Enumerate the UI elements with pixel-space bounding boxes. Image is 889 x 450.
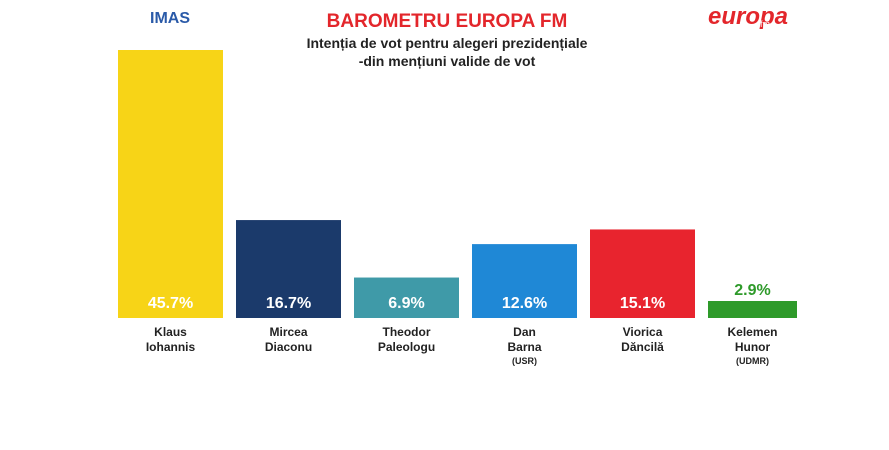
x-tick-label: Theodor bbox=[383, 325, 431, 339]
bar bbox=[118, 50, 223, 318]
x-tick-label: Klaus bbox=[154, 325, 187, 339]
x-tick-label: (UDMR) bbox=[736, 356, 769, 366]
x-tick-label: Diaconu bbox=[265, 340, 312, 354]
bar bbox=[236, 220, 341, 318]
bar bbox=[590, 229, 695, 318]
x-tick-label: Dan bbox=[513, 325, 536, 339]
x-tick-label: Viorica bbox=[623, 325, 663, 339]
value-label: 45.7% bbox=[148, 295, 193, 312]
bar bbox=[354, 277, 459, 318]
x-tick-label: Dăncilă bbox=[621, 340, 664, 354]
value-label: 6.9% bbox=[388, 295, 424, 312]
logo-left: IMAS bbox=[150, 10, 190, 27]
chart-title: BAROMETRU EUROPA FM bbox=[327, 11, 568, 32]
logo-right: europa bbox=[708, 3, 788, 30]
chart-subtitle: -din mențiuni valide de vot bbox=[359, 53, 536, 69]
x-tick-label: Barna bbox=[507, 340, 541, 354]
value-label: 12.6% bbox=[502, 295, 547, 312]
value-label: 16.7% bbox=[266, 295, 311, 312]
x-tick-label: Paleologu bbox=[378, 340, 435, 354]
logo-right-small: fm bbox=[760, 19, 770, 29]
bar bbox=[472, 244, 577, 318]
x-tick-label: (USR) bbox=[512, 356, 537, 366]
value-label: 15.1% bbox=[620, 295, 665, 312]
x-tick-label: Mircea bbox=[269, 325, 307, 339]
x-tick-label: Kelemen bbox=[727, 325, 777, 339]
x-tick-label: Hunor bbox=[735, 340, 771, 354]
chart-subtitle: Intenția de vot pentru alegeri prezidenț… bbox=[307, 35, 588, 51]
bar bbox=[708, 300, 797, 318]
value-label: 2.9% bbox=[734, 282, 770, 299]
x-tick-label: Iohannis bbox=[146, 340, 196, 354]
